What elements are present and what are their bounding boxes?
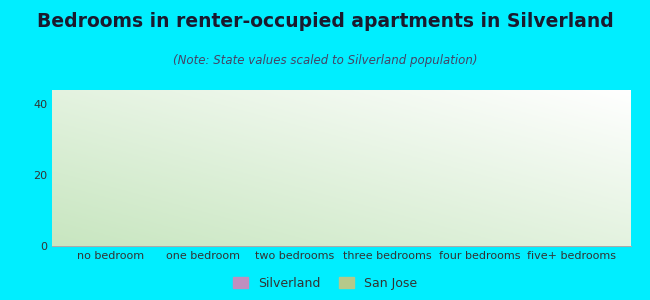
Text: City-Data.com: City-Data.com <box>539 95 613 105</box>
Bar <box>480 225 512 246</box>
Bar <box>111 214 143 246</box>
Text: (Note: State values scaled to Silverland population): (Note: State values scaled to Silverland… <box>173 54 477 67</box>
Legend: Silverland, San Jose: Silverland, San Jose <box>229 273 421 294</box>
Bar <box>263 175 295 246</box>
Bar <box>447 129 480 246</box>
Bar <box>387 207 420 246</box>
Bar <box>540 242 572 246</box>
Bar <box>170 234 203 246</box>
Bar <box>78 230 111 246</box>
Bar <box>572 243 604 246</box>
Bar <box>203 178 235 246</box>
Bar <box>295 158 328 246</box>
Bar <box>355 218 387 246</box>
Text: Bedrooms in renter-occupied apartments in Silverland: Bedrooms in renter-occupied apartments i… <box>36 12 614 31</box>
